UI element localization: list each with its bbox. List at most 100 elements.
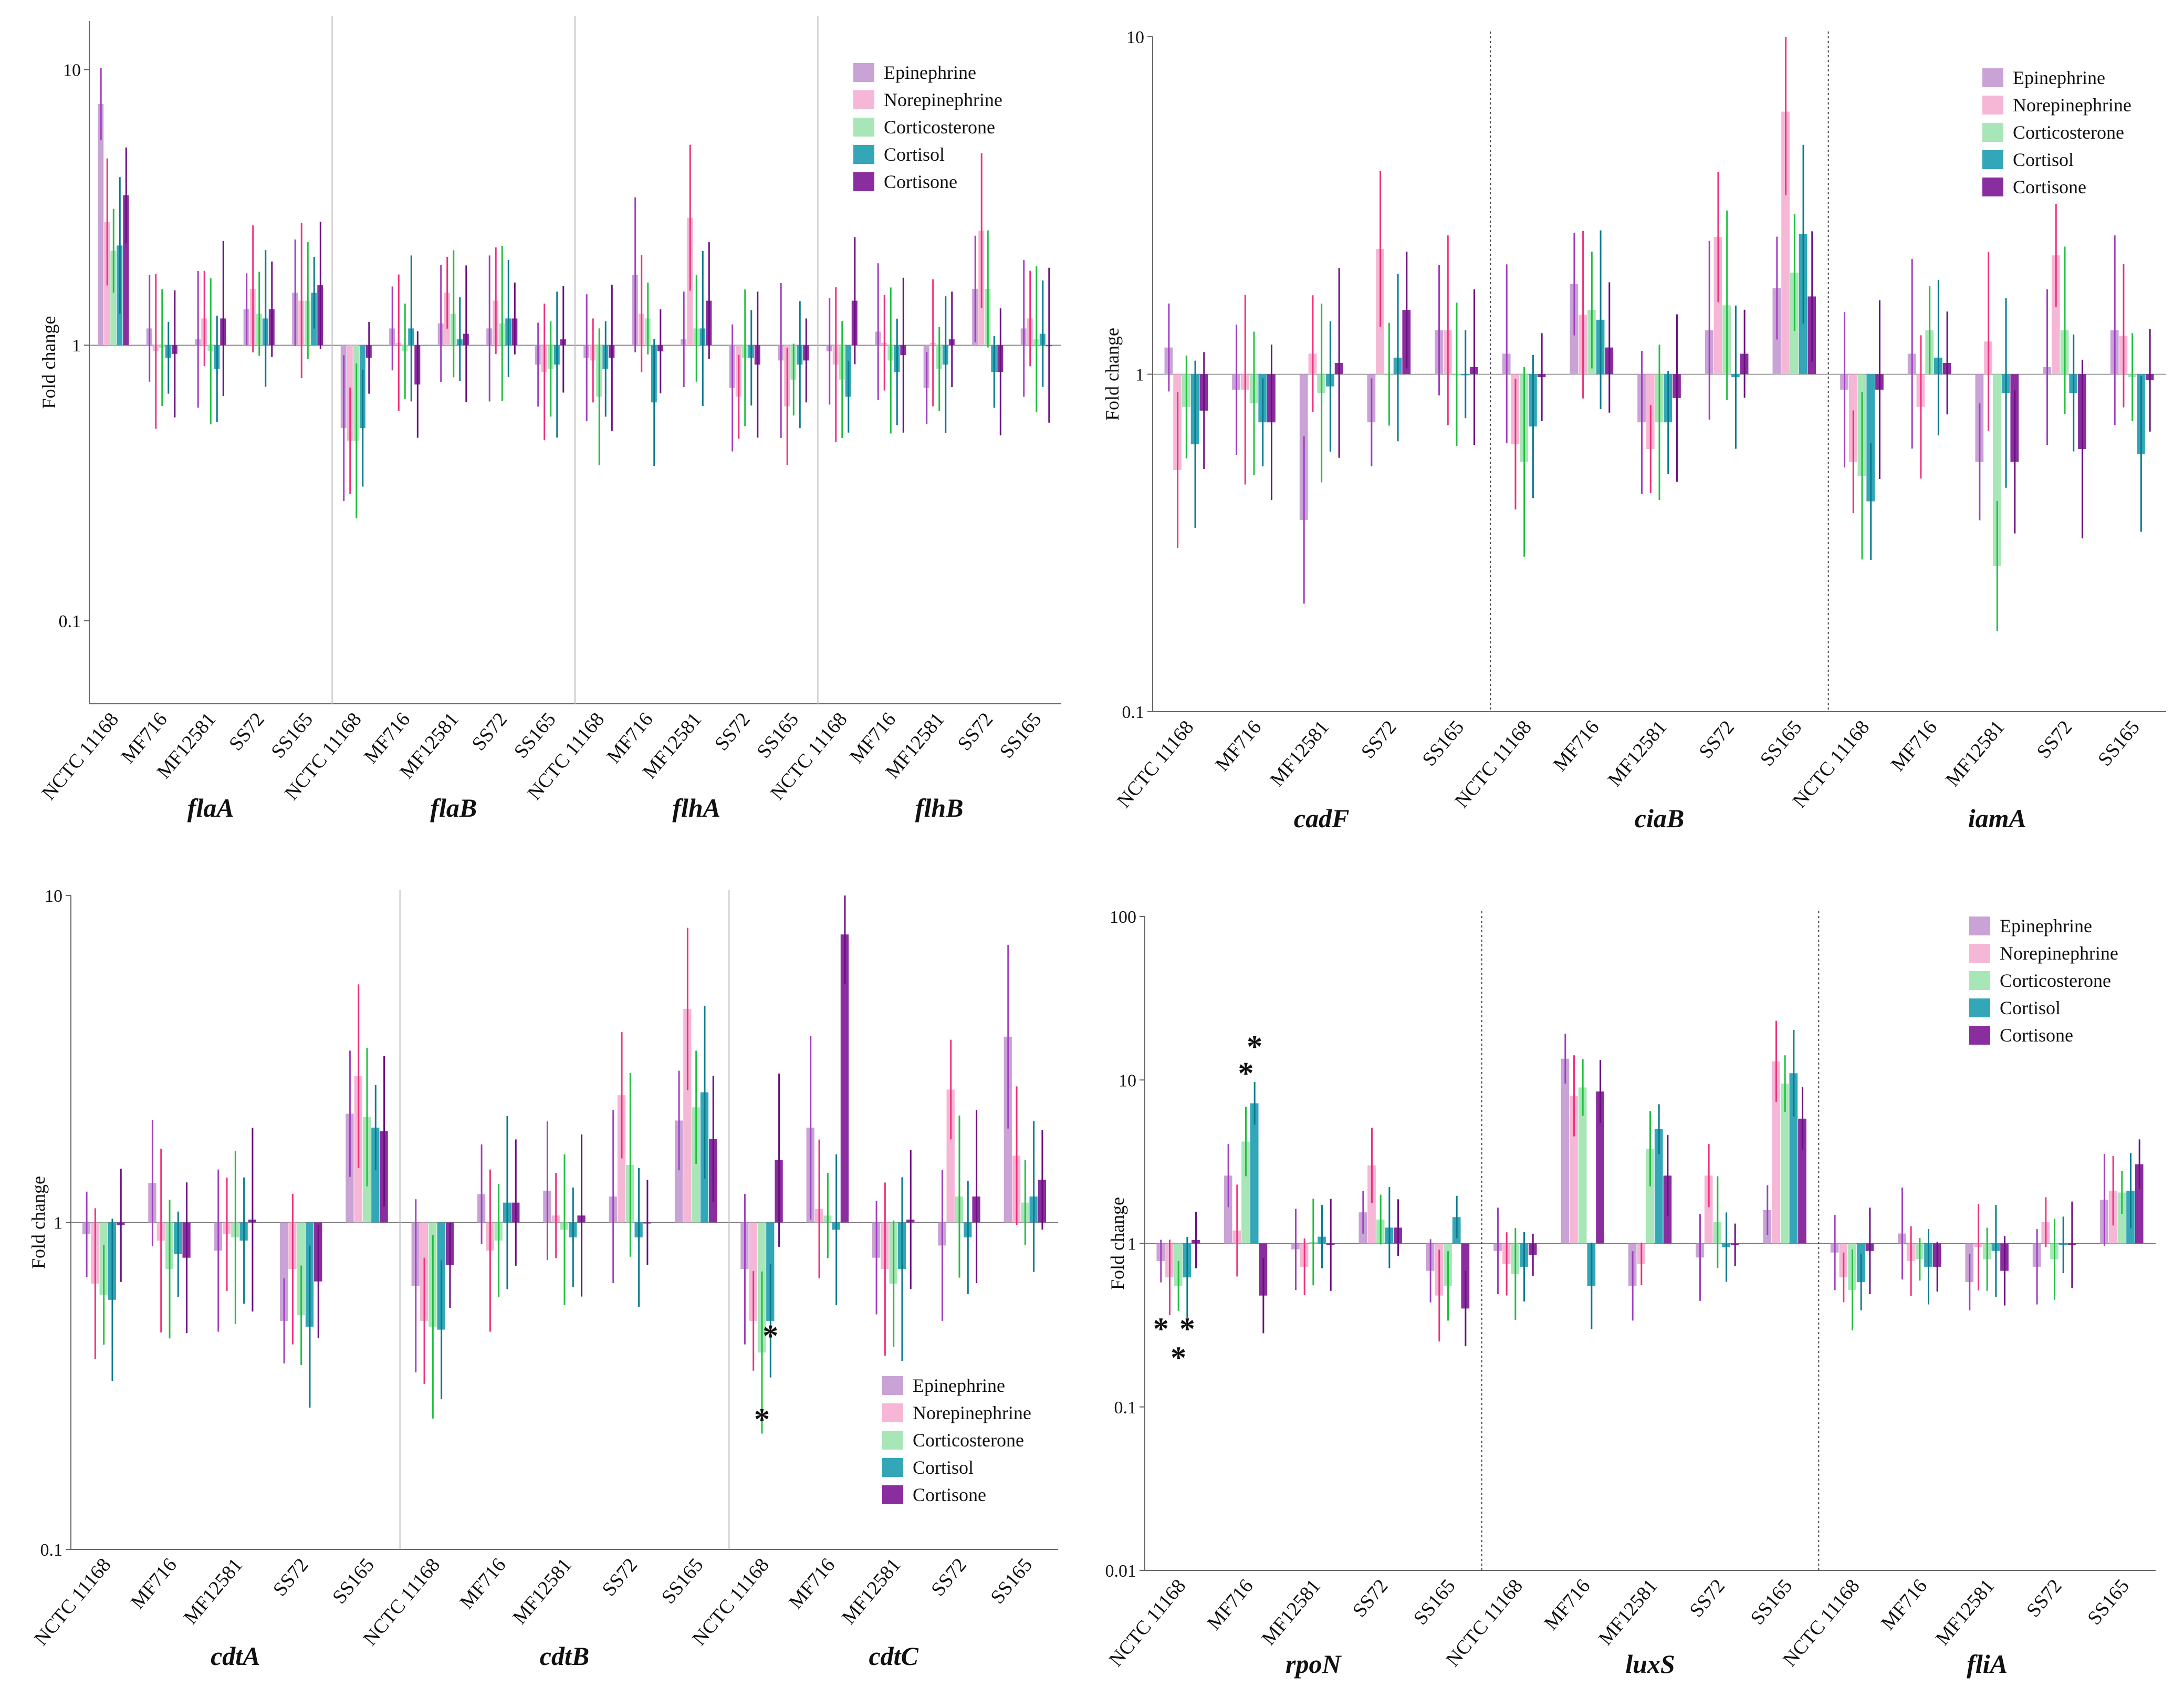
bar <box>98 103 104 346</box>
legend-label: Epinephrine <box>2013 67 2105 88</box>
bar <box>946 1089 955 1223</box>
x-tick-label: SS72 <box>953 709 997 755</box>
legend-label: Epinephrine <box>913 1375 1005 1396</box>
significance-star: * <box>1179 1311 1195 1346</box>
x-tick-label: NCTC 11168 <box>38 709 123 805</box>
legend-label: Norepinephrine <box>2013 95 2131 116</box>
y-tick-label: 1 <box>54 1214 62 1233</box>
x-tick-label: SS72 <box>927 1554 971 1600</box>
gene-label: cdtA <box>211 1641 260 1671</box>
bar <box>683 1008 692 1223</box>
legend-label: Norepinephrine <box>2000 943 2118 964</box>
legend-swatch <box>1969 944 1990 963</box>
legend-label: Cortisol <box>2013 149 2074 170</box>
gene-label: cdtC <box>869 1641 918 1671</box>
y-tick-label: 100 <box>1110 908 1136 927</box>
x-tick-label: MF716 <box>1211 716 1266 776</box>
bar <box>1704 1175 1713 1244</box>
bar <box>840 934 849 1223</box>
x-tick-label: NCTC 11168 <box>1105 1575 1190 1671</box>
gene-label: cadF <box>1294 804 1350 833</box>
x-tick-label: MF716 <box>1549 716 1604 776</box>
x-tick-label: MF12581 <box>1266 716 1333 791</box>
legend-swatch <box>853 118 874 137</box>
bar <box>1789 1073 1798 1244</box>
bar <box>692 1107 700 1223</box>
legend-swatch <box>882 1403 903 1422</box>
x-tick-label: SS72 <box>1695 716 1739 763</box>
legend-label: Cortisol <box>2000 997 2061 1018</box>
legend-label: Corticosterone <box>884 117 995 138</box>
bar <box>279 1222 288 1321</box>
y-tick-label: 10 <box>45 887 62 906</box>
x-tick-label: NCTC 11168 <box>30 1554 116 1650</box>
gene-label: flaA <box>187 793 234 822</box>
x-tick-label: MF716 <box>1540 1575 1594 1634</box>
y-tick-label: 10 <box>63 60 81 80</box>
legend-label: Norepinephrine <box>913 1402 1031 1423</box>
x-tick-label: SS165 <box>996 709 1046 763</box>
legend-label: Cortisol <box>913 1457 974 1478</box>
x-tick-label: SS72 <box>710 709 755 755</box>
bar <box>1241 1141 1250 1244</box>
y-axis-label: Fold change <box>1102 328 1123 421</box>
x-tick-label: SS72 <box>2033 716 2077 763</box>
legend-swatch <box>853 172 874 191</box>
y-tick-label: 1 <box>1135 366 1144 385</box>
y-axis-label: Fold change <box>28 1176 49 1269</box>
x-tick-label: MF12581 <box>838 1554 905 1629</box>
x-tick-label: SS72 <box>467 709 511 755</box>
legend-label: Norepinephrine <box>884 89 1002 110</box>
x-tick-label: SS72 <box>1685 1575 1729 1621</box>
gene-label: luxS <box>1625 1649 1675 1679</box>
legend-label: Corticosterone <box>2013 122 2124 143</box>
legend-swatch <box>853 90 874 109</box>
significance-star: * <box>762 1318 778 1353</box>
significance-star: * <box>1153 1311 1169 1346</box>
x-tick-label: SS72 <box>1349 1575 1393 1621</box>
bar <box>110 251 117 346</box>
x-tick-label: MF12581 <box>1258 1575 1325 1650</box>
legend-swatch <box>853 145 874 164</box>
bar <box>1578 1087 1587 1244</box>
y-tick-label: 0.1 <box>59 612 81 631</box>
x-tick-label: SS72 <box>598 1554 642 1600</box>
legend-swatch <box>882 1458 903 1477</box>
x-tick-label: MF12581 <box>1604 716 1671 791</box>
y-tick-label: 0.1 <box>1114 1398 1137 1418</box>
x-tick-label: MF12581 <box>508 1554 576 1629</box>
x-tick-label: SS165 <box>1409 1575 1460 1629</box>
y-tick-label: 0.1 <box>40 1540 63 1560</box>
x-tick-label: NCTC 11168 <box>1113 716 1198 813</box>
bar <box>1596 1091 1604 1244</box>
legend-label: Cortisone <box>884 171 957 192</box>
legend-label: Corticosterone <box>913 1430 1024 1451</box>
y-axis-label: Fold change <box>38 316 59 409</box>
bar <box>1004 1036 1012 1223</box>
gene-label: fliA <box>1967 1649 2008 1679</box>
x-tick-label: MF716 <box>1887 716 1941 776</box>
legend-swatch <box>1969 971 1990 990</box>
x-tick-label: SS165 <box>2083 1575 2134 1629</box>
legend-swatch <box>1982 178 2003 196</box>
x-tick-label: MF716 <box>785 1554 839 1613</box>
bar <box>1866 374 1875 502</box>
gene-label: iamA <box>1968 804 2026 833</box>
y-axis-label: Fold change <box>1107 1197 1128 1290</box>
bar <box>1250 1103 1259 1244</box>
legend-swatch <box>1982 123 2003 142</box>
legend-label: Cortisone <box>2013 176 2086 197</box>
legend-swatch <box>1982 150 2003 169</box>
x-tick-label: MF716 <box>455 1554 510 1613</box>
legend-label: Epinephrine <box>2000 915 2092 936</box>
legend-label: Corticosterone <box>2000 970 2111 991</box>
bar <box>1713 237 1722 374</box>
x-tick-label: SS165 <box>2094 716 2144 770</box>
x-tick-label: MF12581 <box>1931 1575 1999 1650</box>
significance-star: * <box>754 1402 770 1436</box>
bar <box>674 1120 683 1223</box>
